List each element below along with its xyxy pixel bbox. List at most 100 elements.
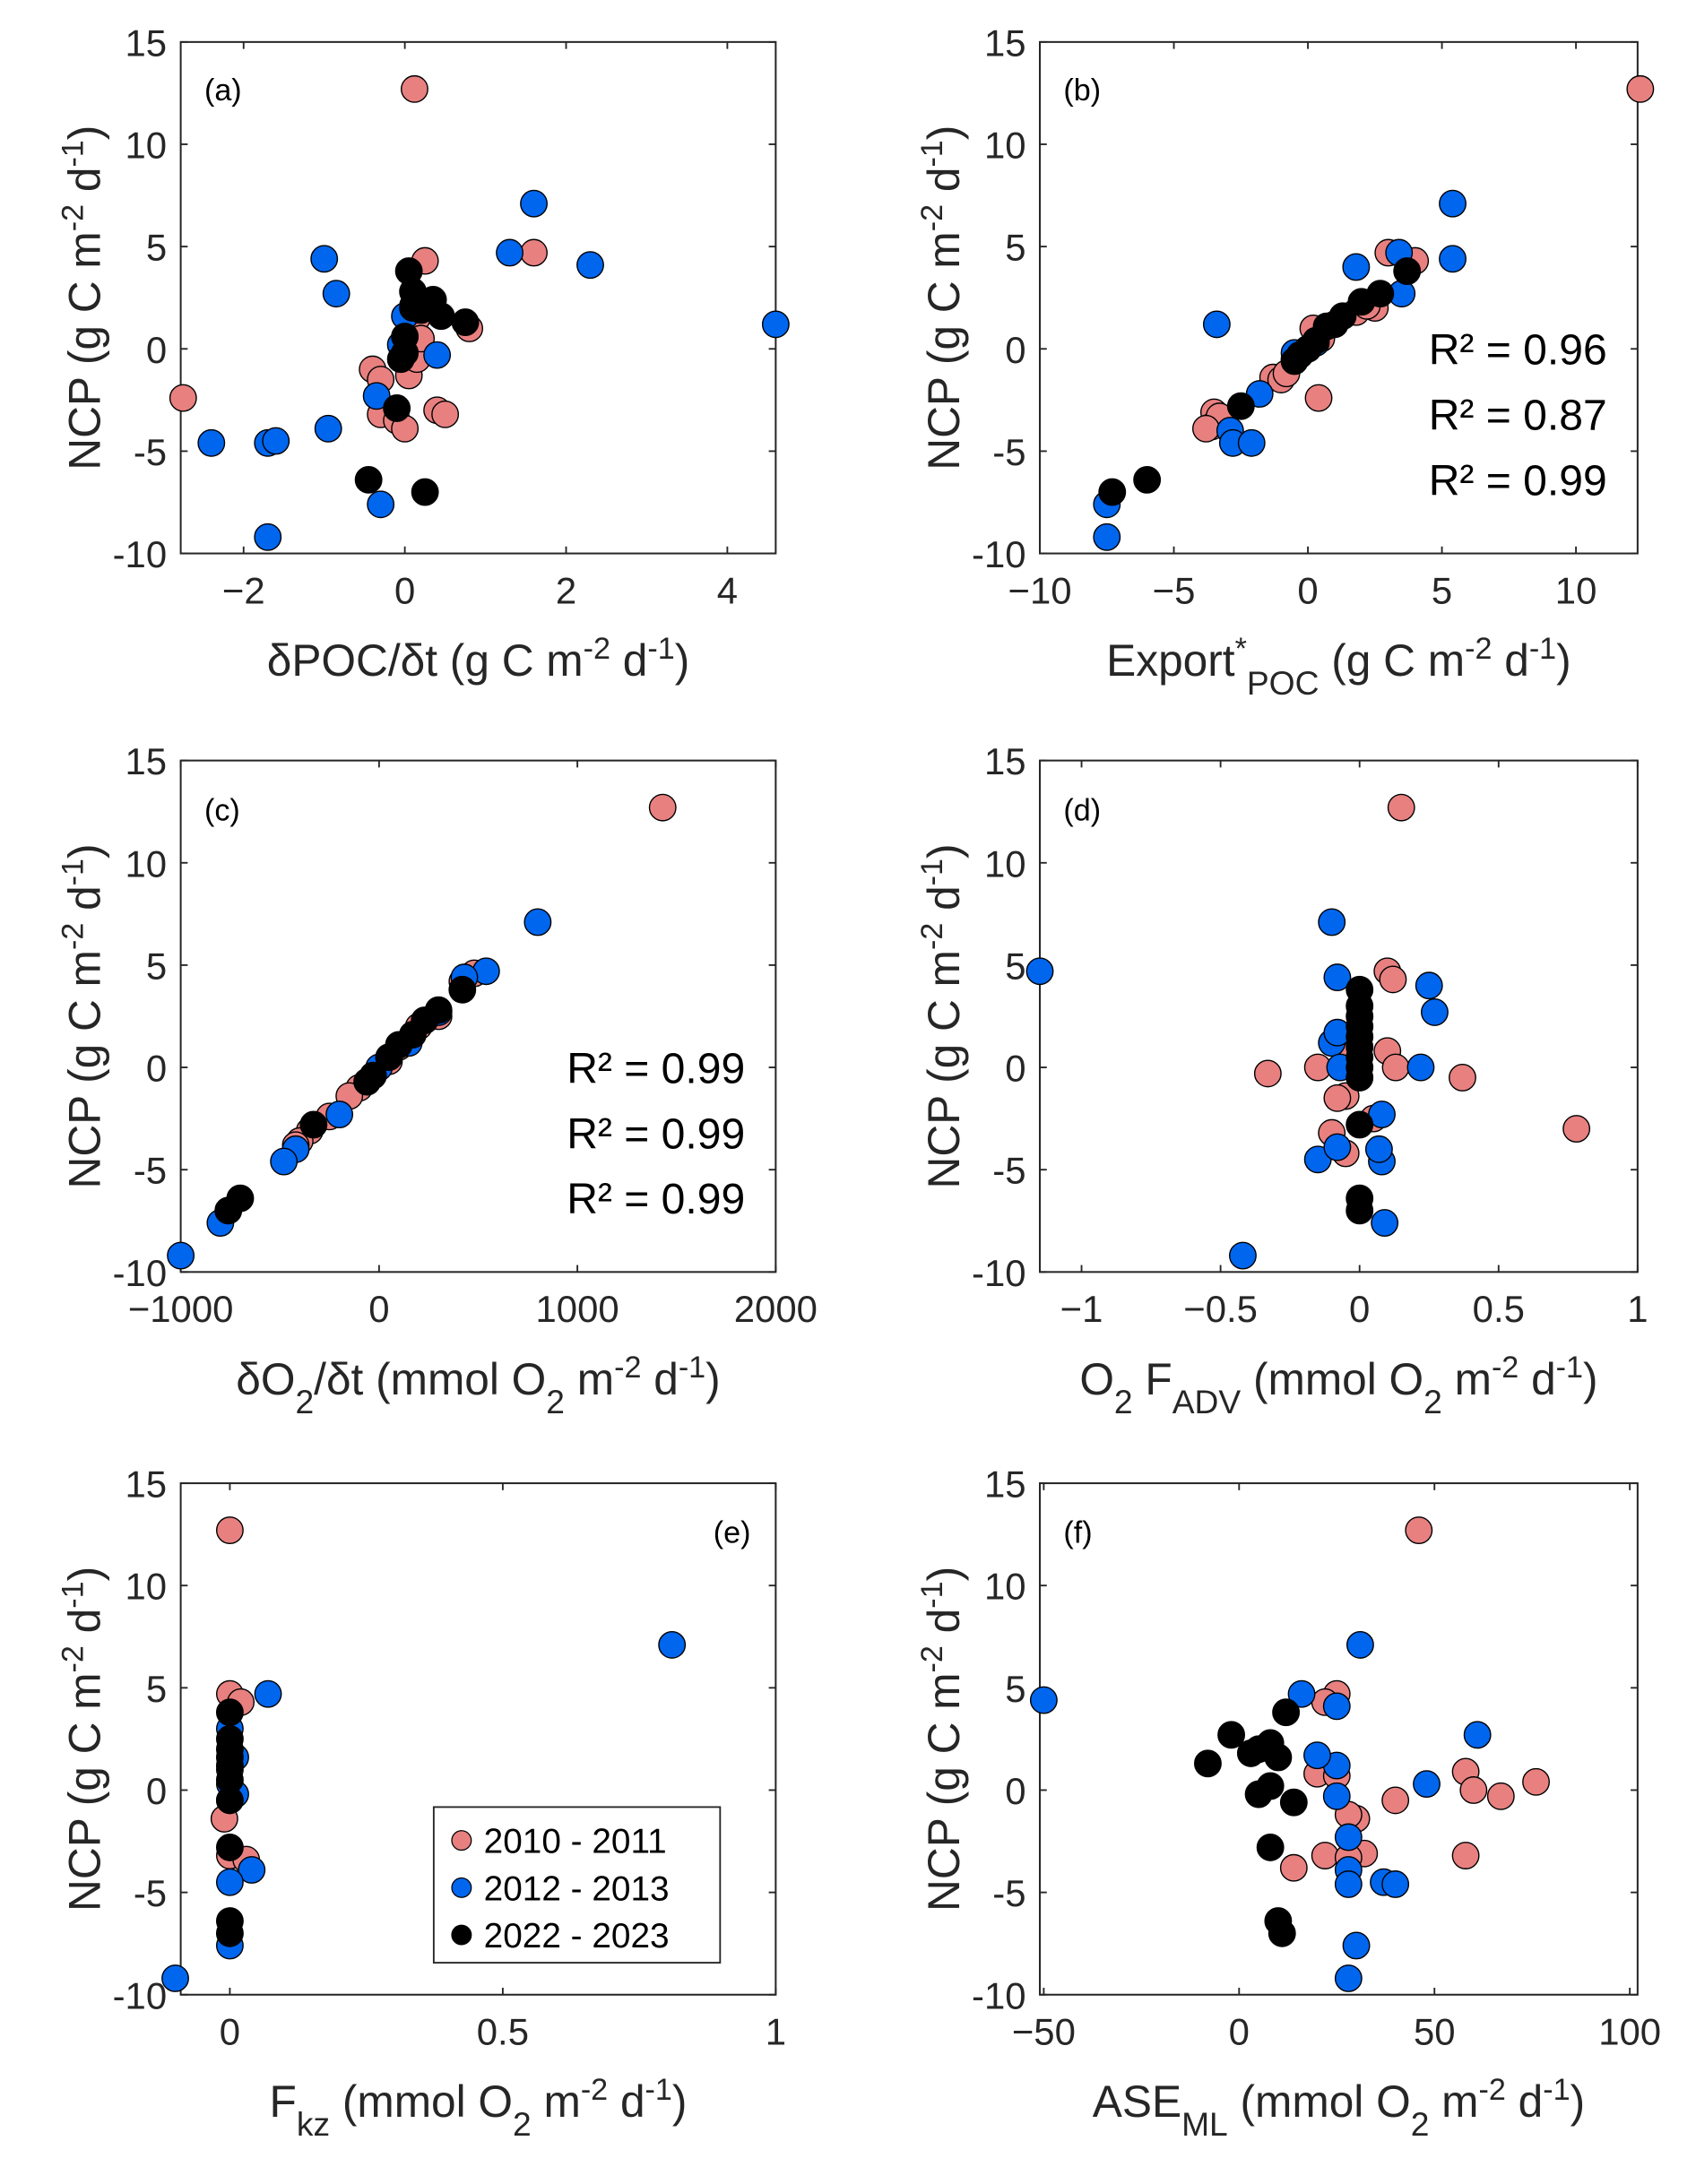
y-tick-label: -5: [992, 1150, 1025, 1192]
data-point: [411, 478, 439, 506]
data-point: [496, 238, 524, 267]
panel-label: (a): [204, 73, 242, 108]
y-axis-label: NCP (g C m-2 d-1): [915, 1567, 969, 1912]
label-segment: -1: [645, 2073, 672, 2107]
y-tick-label: 0: [1005, 1770, 1025, 1812]
label-segment: (mmol O: [330, 2076, 513, 2127]
x-tick-label: 0: [394, 569, 415, 611]
y-tick-label: 5: [146, 1668, 167, 1710]
r-squared-annotation: R² = 0.99: [567, 1175, 745, 1223]
data-point: [1334, 1823, 1363, 1852]
label-segment: -1: [56, 140, 91, 167]
label-segment: -2: [915, 1645, 949, 1672]
label-segment: NCP (g C m: [919, 1672, 969, 1911]
data-point: [1393, 257, 1422, 285]
axes-box: [1039, 1482, 1639, 1996]
x-tick-label: 10: [1555, 569, 1597, 611]
data-point: [254, 1679, 282, 1708]
label-segment: NCP (g C m: [60, 1672, 110, 1911]
label-segment: d: [1519, 1354, 1555, 1404]
label-segment: ): [60, 125, 110, 141]
legend-marker: [451, 1924, 472, 1946]
data-point: [1323, 963, 1352, 992]
data-point: [215, 1833, 244, 1861]
r-squared-annotation: R² = 0.96: [1429, 326, 1607, 375]
label-segment: ): [60, 843, 110, 859]
label-segment: d: [608, 2076, 645, 2127]
data-point: [1311, 1842, 1339, 1869]
label-segment: NCP (g C m: [919, 950, 969, 1188]
label-segment: -2: [915, 923, 949, 950]
data-point: [648, 793, 677, 822]
data-point: [1323, 1133, 1352, 1161]
data-point: [215, 1868, 244, 1896]
data-point: [254, 522, 282, 551]
y-tick-label: -10: [113, 1974, 168, 2016]
label-segment: d: [919, 1609, 969, 1645]
label-segment: -2: [915, 204, 949, 231]
data-point: [1202, 310, 1231, 339]
data-point: [1244, 1780, 1273, 1808]
data-point: [576, 251, 604, 280]
data-point: [1318, 908, 1346, 937]
data-point: [423, 341, 452, 369]
data-point: [1415, 971, 1443, 1000]
legend-label: 2022 - 2023: [484, 1917, 670, 1955]
data-point: [1342, 253, 1371, 281]
data-point: [1406, 1053, 1435, 1082]
label-segment: -1: [679, 1351, 705, 1385]
y-tick-label: 15: [984, 740, 1026, 782]
label-segment: -1: [915, 1581, 949, 1608]
x-tick-label: 2000: [734, 1288, 818, 1330]
axes-box: [179, 40, 777, 555]
data-point: [1421, 997, 1449, 1026]
y-tick-label: 5: [1005, 1668, 1025, 1710]
x-tick-label: 5: [1432, 569, 1452, 611]
data-point: [1279, 1853, 1308, 1882]
x-tick-label: 0.5: [477, 2011, 529, 2053]
y-tick-label: 10: [984, 842, 1026, 885]
data-point: [1379, 965, 1407, 994]
data-point: [161, 1964, 189, 1992]
x-tick-label: −1: [1060, 1288, 1103, 1330]
y-tick-label: 15: [984, 1463, 1026, 1506]
label-segment: -1: [915, 140, 949, 167]
x-tick-label: 100: [1598, 2011, 1661, 2053]
data-point: [1304, 384, 1333, 412]
label-segment: 2: [513, 2105, 532, 2143]
y-tick-label: 15: [125, 740, 168, 782]
y-tick-label: -10: [113, 533, 168, 575]
label-segment: ): [1583, 1354, 1598, 1404]
data-point: [383, 394, 411, 422]
y-tick-label: 15: [125, 22, 168, 64]
data-point: [322, 280, 350, 308]
y-tick-label: 5: [146, 227, 167, 269]
data-point: [1346, 1630, 1374, 1659]
legend-marker: [451, 1830, 472, 1852]
x-tick-label: −5: [1153, 569, 1196, 611]
data-point: [1347, 288, 1376, 316]
label-segment: ): [60, 1567, 110, 1582]
data-point: [215, 1786, 244, 1815]
y-tick-label: -5: [992, 1872, 1025, 1914]
data-point: [1381, 1786, 1410, 1815]
label-segment: ): [919, 1567, 969, 1582]
data-point: [1439, 189, 1467, 218]
data-point: [215, 1698, 244, 1727]
x-tick-label: −1000: [128, 1288, 234, 1330]
label-segment: ): [705, 1354, 721, 1404]
label-segment: (mmol O: [1228, 2076, 1411, 2127]
data-point: [1229, 1241, 1257, 1270]
label-segment: -2: [581, 2073, 608, 2107]
data-point: [1287, 1679, 1316, 1708]
label-segment: 2: [1411, 2105, 1430, 2143]
data-point: [448, 975, 477, 1004]
label-segment: d: [1492, 635, 1528, 686]
x-axis-label: ASEML (mmol O2 m-2 d-1): [1093, 2073, 1585, 2143]
label-segment: δO: [236, 1354, 295, 1404]
y-axis-label: NCP (g C m-2 d-1): [915, 843, 969, 1188]
data-point: [386, 345, 415, 374]
y-tick-label: 5: [1005, 945, 1025, 987]
